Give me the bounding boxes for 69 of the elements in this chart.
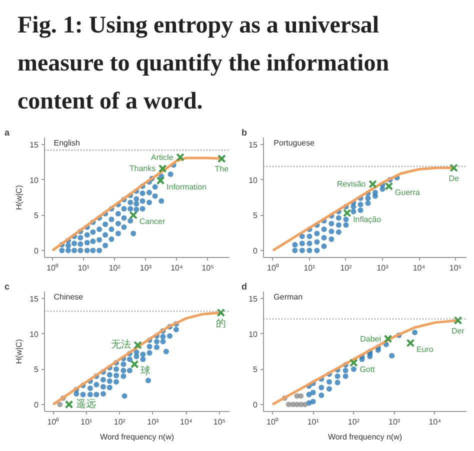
x-tick-label: 10¹: [307, 418, 320, 426]
annotation: 的: [216, 318, 226, 330]
annotation: 球: [140, 365, 151, 378]
x-tick-label: 10¹: [78, 264, 90, 272]
annotation: Inflação: [353, 215, 382, 224]
x-tick-label: 10⁰: [47, 418, 60, 426]
annotation: Dabei: [360, 334, 382, 344]
text: b: [242, 128, 248, 138]
x-tick-label: 10⁴: [428, 418, 442, 426]
x-tick-label: 10³: [376, 264, 389, 272]
x-tick-label: 10²: [348, 418, 360, 426]
annotation: Revisão: [336, 180, 366, 189]
annotation: Guerra: [394, 188, 420, 198]
y-tick-label: 5: [253, 365, 258, 374]
annotation: Der: [452, 326, 465, 336]
x-tick-label: 10⁴: [412, 264, 426, 272]
annotation: 无法: [110, 338, 131, 351]
x-tick-label: 10³: [140, 264, 152, 272]
y-tick-label: 0: [253, 246, 258, 256]
chart-title: Chinese: [54, 292, 84, 302]
y-axis-title: H(w|C): [14, 184, 24, 210]
y-tick-label: 5: [34, 365, 40, 374]
text: Fig. 1: Using entropy as a universal measure to quantify the information content of a word.: [18, 12, 390, 114]
annotation: Information: [166, 182, 207, 192]
y-tick-label: 15: [248, 140, 258, 150]
x-tick-label: 10⁵: [202, 264, 214, 272]
y-axis-title: H(w|C): [14, 338, 24, 364]
x-axis-title: Word frequency n(w): [328, 432, 402, 442]
chart-title: German: [274, 292, 303, 302]
text: c: [4, 282, 10, 292]
y-tick-label: 0: [253, 400, 258, 410]
annotation: Euro: [416, 345, 434, 354]
y-tick-label: 5: [253, 211, 258, 220]
annotation: The: [214, 164, 230, 174]
annotation: De: [448, 174, 460, 183]
y-tick-label: 10: [248, 330, 258, 339]
y-tick-label: 15: [30, 294, 40, 304]
y-tick-label: 0: [34, 246, 40, 256]
y-tick-label: 15: [30, 140, 40, 150]
x-tick-label: 10⁵: [213, 418, 226, 426]
y-tick-label: 15: [248, 294, 258, 304]
x-tick-label: 10⁰: [266, 418, 278, 426]
chart-title: English: [54, 138, 80, 148]
annotation: 遥远: [76, 398, 96, 410]
y-tick-label: 10: [248, 176, 258, 185]
x-tick-label: 10⁰: [46, 264, 59, 272]
x-axis-title: Word frequency n(w): [100, 432, 174, 442]
annotation: Thanks: [129, 164, 156, 174]
annotation: Cancer: [139, 217, 166, 226]
x-tick-label: 10⁴: [180, 418, 193, 426]
annotation: Gott: [360, 364, 376, 374]
x-tick-label: 10³: [147, 418, 160, 426]
x-tick-label: 10⁰: [267, 264, 279, 272]
x-tick-label: 10³: [388, 418, 400, 426]
chart-title: Portuguese: [274, 138, 316, 148]
text: a: [4, 128, 10, 138]
x-tick-label: 10²: [114, 418, 126, 426]
y-tick-label: 10: [30, 330, 40, 339]
x-tick-label: 10²: [340, 264, 352, 272]
annotation: Article: [151, 152, 174, 162]
x-tick-label: 10⁴: [170, 264, 184, 272]
text: d: [242, 282, 247, 292]
x-tick-label: 10²: [108, 264, 121, 272]
x-tick-label: 10¹: [304, 264, 316, 272]
x-tick-label: 10¹: [80, 418, 93, 426]
y-tick-label: 5: [34, 211, 40, 220]
y-tick-label: 10: [30, 176, 40, 185]
x-tick-label: 10⁵: [449, 264, 462, 272]
y-tick-label: 0: [34, 400, 40, 410]
